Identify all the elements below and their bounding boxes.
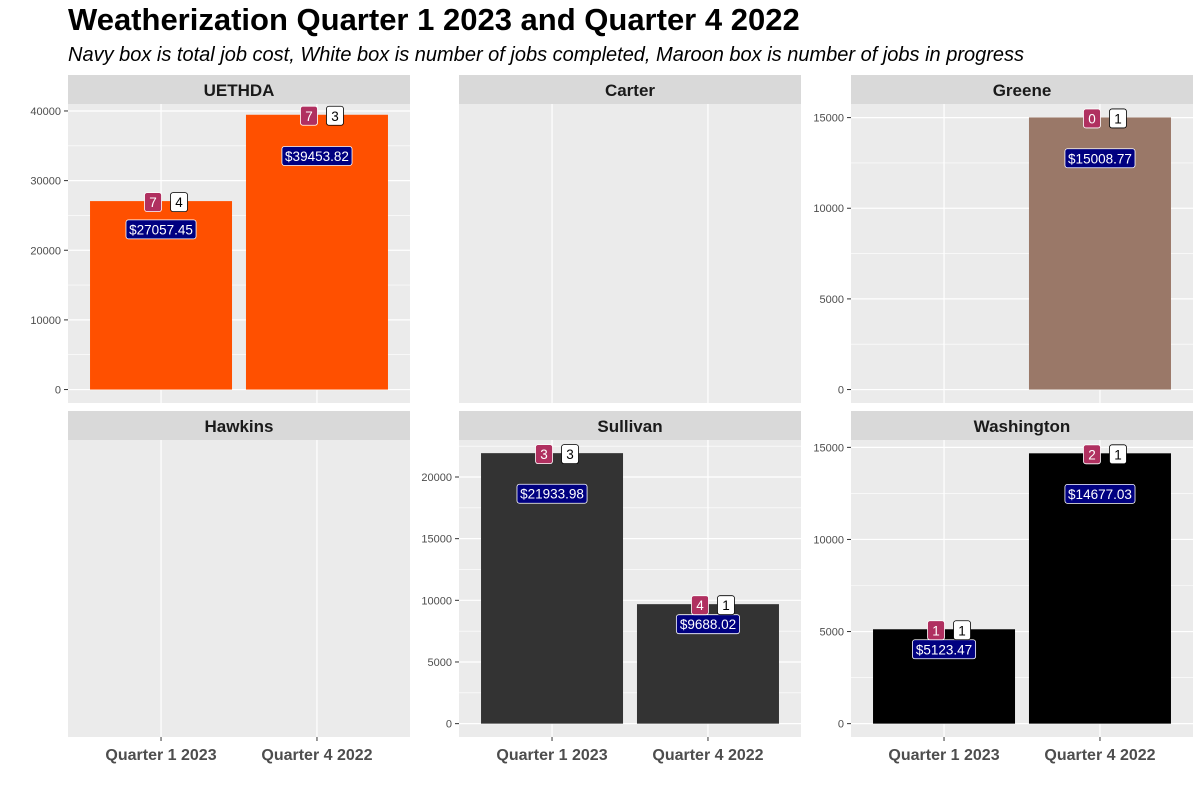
facet-panel [68,440,410,737]
facet-carter: Carter [459,75,801,403]
facet-washington: Washington 0 5000 10000 15000 $5123.47 1 1 $1467… [813,411,1193,764]
completed-label-text: 3 [331,109,339,124]
x-tick-label: Quarter 1 2023 [888,747,999,764]
y-tick-label: 30000 [30,176,61,188]
facet-uethda: UETHDA 0 10000 20000 30000 40000 $27057.45 7 4 $3… [30,75,410,403]
facet-hawkins: Hawkins Quarter 1 2023 Quarter 4 2022 [68,411,410,764]
completed-label-box [170,192,188,213]
in-progress-label-box [300,105,318,126]
facet-strip-label: Sullivan [597,417,662,436]
in-progress-label-text: 7 [149,195,157,210]
x-tick-label: Quarter 1 2023 [105,747,216,764]
y-tick-label: 5000 [820,294,844,306]
completed-label-box [326,105,344,126]
in-progress-label-box [1083,108,1101,129]
facet-strip [851,75,1193,104]
completed-label-box [953,620,971,641]
facet-strip [851,411,1193,440]
in-progress-label-box [535,444,553,465]
facet-strip [459,75,801,104]
completed-label-text: 4 [175,195,183,210]
y-tick-label: 0 [55,385,61,397]
y-tick-label: 10000 [30,315,61,327]
cost-label-text: $15008.77 [1068,151,1132,166]
y-tick-label: 0 [446,719,452,731]
y-tick-label: 20000 [30,245,61,257]
in-progress-label-text: 4 [696,598,704,613]
facet-strip-label: Carter [605,81,655,100]
x-tick-label: Quarter 4 2022 [652,747,763,764]
x-tick-label: Quarter 4 2022 [261,747,372,764]
y-tick-label: 15000 [421,534,452,546]
completed-label-box [717,595,735,616]
cost-label-text: $27057.45 [129,222,193,237]
in-progress-label-text: 2 [1088,447,1096,462]
facet-strip [459,411,801,440]
cost-label-text: $14677.03 [1068,487,1132,502]
cost-label-text: $5123.47 [916,642,972,657]
cost-label-box [675,614,740,635]
in-progress-label-text: 3 [540,447,548,462]
y-tick-label: 10000 [813,534,844,546]
y-tick-label: 5000 [820,627,844,639]
completed-label-text: 3 [566,447,574,462]
in-progress-label-text: 1 [932,623,940,638]
y-tick-label: 15000 [813,113,844,125]
cost-label-text: $39453.82 [285,149,349,164]
facet-strip-label: Washington [974,417,1071,436]
y-tick-label: 0 [838,385,844,397]
completed-label-text: 1 [722,598,730,613]
completed-label-text: 1 [1114,111,1122,126]
cost-label-box [1064,483,1136,504]
facet-panel [459,104,801,403]
facet-strip-label: Hawkins [205,417,274,436]
x-tick-label: Quarter 4 2022 [1044,747,1155,764]
completed-label-box [561,444,579,465]
y-tick-label: 0 [838,719,844,731]
in-progress-label-text: 7 [305,109,313,124]
y-tick-label: 15000 [813,442,844,454]
facet-greene: Greene 0 5000 10000 15000 $15008.77 0 1 [813,75,1193,403]
facet-strip-label: UETHDA [204,81,275,100]
cost-label-box [1064,148,1136,169]
in-progress-label-box [144,192,162,213]
in-progress-label-text: 0 [1088,111,1096,126]
facet-sullivan: Sullivan 0 5000 10000 15000 20000 $21933.98 3 3 $… [421,411,801,764]
chart-title: Weatherization Quarter 1 2023 and Quarte… [68,2,800,37]
y-tick-label: 10000 [421,595,452,607]
y-tick-label: 20000 [421,472,452,484]
cost-label-box [516,483,588,504]
in-progress-label-box [691,595,709,616]
cost-label-box [912,639,977,660]
x-tick-label: Quarter 1 2023 [496,747,607,764]
completed-label-box [1109,444,1127,465]
facet-strip-label: Greene [993,81,1052,100]
chart-subtitle: Navy box is total job cost, White box is… [68,44,1025,66]
y-tick-label: 10000 [813,203,844,215]
y-tick-label: 5000 [428,657,452,669]
facet-strip [68,75,410,104]
in-progress-label-box [927,620,945,641]
completed-label-text: 1 [1114,447,1122,462]
facet-strip [68,411,410,440]
completed-label-text: 1 [958,623,966,638]
cost-label-text: $21933.98 [520,487,584,502]
cost-label-text: $9688.02 [680,617,736,632]
y-tick-label: 40000 [30,106,61,118]
cost-label-box [281,146,353,166]
completed-label-box [1109,108,1127,129]
in-progress-label-box [1083,444,1101,465]
cost-label-box [125,219,197,240]
